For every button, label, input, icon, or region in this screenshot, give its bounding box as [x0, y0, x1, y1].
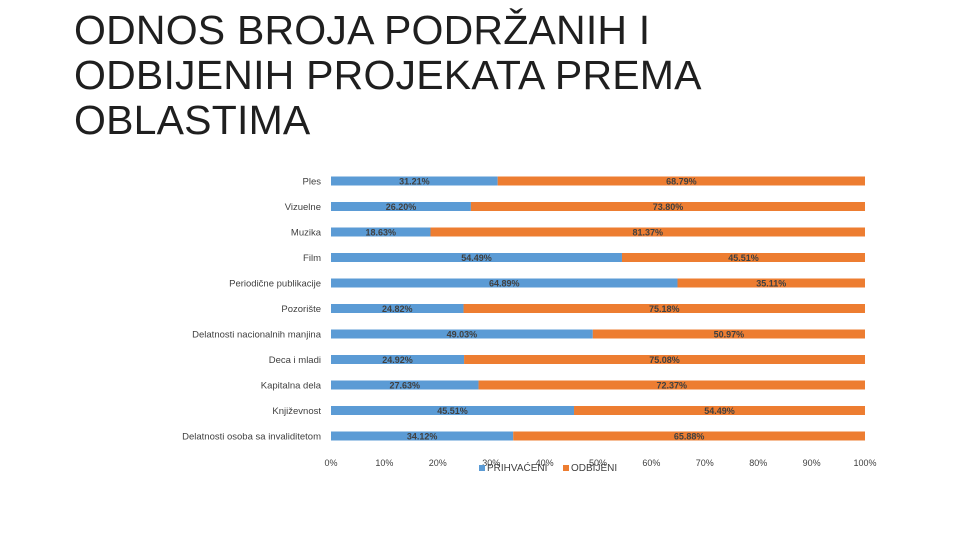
- category-label: Kapitalna dela: [261, 381, 322, 392]
- data-label: 24.92%: [382, 355, 413, 365]
- data-label: 54.49%: [461, 253, 492, 263]
- x-tick-label: 20%: [429, 458, 447, 468]
- legend-label: ODBIJENI: [571, 463, 617, 474]
- category-label: Pozorište: [281, 304, 321, 315]
- x-tick-label: 60%: [642, 458, 660, 468]
- data-label: 75.08%: [649, 355, 680, 365]
- bar-rejected: [513, 431, 865, 441]
- data-label: 54.49%: [704, 406, 735, 416]
- bar-rejected: [621, 253, 865, 262]
- bar-accepted: [331, 431, 514, 441]
- data-label: 18.63%: [365, 228, 396, 238]
- category-label: Ples: [303, 177, 322, 188]
- x-tick-label: 30%: [482, 458, 500, 468]
- x-tick-label: 0%: [324, 458, 337, 468]
- bar-rejected: [592, 329, 865, 339]
- category-label: Muzika: [291, 228, 322, 239]
- category-label: Vizuelne: [285, 202, 321, 213]
- bar-accepted: [331, 355, 465, 364]
- data-label: 34.12%: [407, 432, 438, 442]
- bar-accepted: [331, 176, 498, 186]
- data-label: 45.51%: [437, 406, 468, 416]
- x-tick-label: 10%: [375, 458, 393, 468]
- x-tick-label: 50%: [589, 458, 607, 468]
- bar-rejected: [677, 278, 865, 288]
- bar-accepted: [331, 406, 575, 415]
- category-label: Periodične publikacije: [229, 279, 321, 290]
- bar-rejected: [470, 202, 865, 211]
- data-label: 72.37%: [657, 381, 688, 391]
- data-label: 35.11%: [756, 279, 786, 289]
- data-label: 45.51%: [728, 253, 759, 263]
- bar-accepted: [331, 227, 431, 237]
- bar-rejected: [478, 380, 865, 390]
- data-label: 50.97%: [714, 330, 745, 340]
- data-label: 75.18%: [649, 304, 680, 314]
- data-label: 24.82%: [382, 304, 413, 314]
- data-label: 26.20%: [386, 202, 417, 212]
- bar-rejected: [463, 304, 865, 313]
- bar-rejected: [430, 227, 865, 237]
- x-tick-label: 70%: [696, 458, 714, 468]
- x-tick-label: 40%: [536, 458, 554, 468]
- data-label: 64.89%: [489, 279, 520, 289]
- data-label: 81.37%: [632, 228, 663, 238]
- legend-swatch: [563, 465, 569, 471]
- x-tick-label: 90%: [803, 458, 821, 468]
- bar-accepted: [331, 380, 479, 390]
- bar-rejected: [464, 355, 865, 364]
- bar-accepted: [331, 278, 678, 288]
- bar-rejected: [497, 176, 865, 186]
- legend-swatch: [479, 465, 485, 471]
- data-label: 49.03%: [447, 330, 478, 340]
- data-label: 68.79%: [666, 177, 697, 187]
- x-tick-label: 100%: [853, 458, 876, 468]
- data-label: 73.80%: [653, 202, 684, 212]
- bar-accepted: [331, 329, 593, 339]
- bar-accepted: [331, 253, 622, 262]
- data-label: 31.21%: [399, 177, 430, 187]
- data-label: 27.63%: [390, 381, 421, 391]
- category-label: Književnost: [272, 406, 321, 417]
- category-label: Deca i mladi: [269, 355, 321, 366]
- x-tick-label: 80%: [749, 458, 767, 468]
- page-title: ODNOS BROJA PODRŽANIH I ODBIJENIH PROJEK…: [74, 7, 700, 143]
- category-label: Film: [303, 253, 321, 264]
- bar-accepted: [331, 304, 464, 313]
- category-label: Delatnosti nacionalnih manjina: [192, 330, 322, 341]
- bar-accepted: [331, 202, 471, 211]
- legend-label: PRIHVAĆENI: [487, 461, 547, 474]
- category-label: Delatnosti osoba sa invaliditetom: [182, 432, 321, 443]
- data-label: 65.88%: [674, 432, 705, 442]
- bar-rejected: [574, 406, 865, 415]
